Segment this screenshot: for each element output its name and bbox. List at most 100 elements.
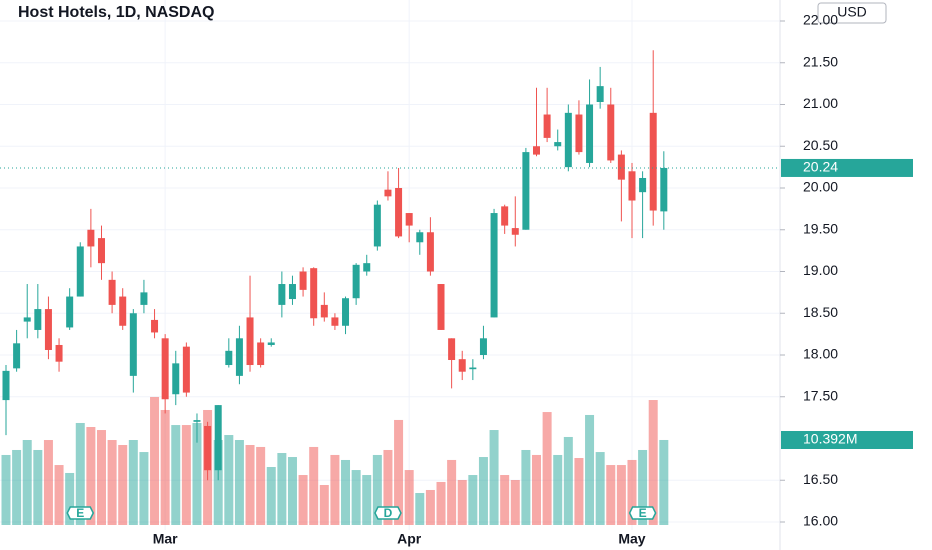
y-tick-label: 22.00: [803, 12, 838, 28]
last-volume-label: 10.392M: [803, 431, 857, 447]
candle-body: [426, 232, 434, 272]
candle-body: [373, 204, 381, 247]
volume-bar: [234, 440, 244, 525]
candle-body: [405, 213, 413, 226]
y-tick-label: 16.00: [803, 513, 838, 529]
last-price-label: 20.24: [803, 159, 838, 175]
event-marker[interactable]: E: [66, 506, 95, 520]
candle-body: [87, 229, 95, 247]
volume-bar: [330, 454, 340, 525]
candle-body: [511, 228, 519, 235]
grid: [0, 0, 780, 530]
volume-bar: [107, 440, 117, 525]
y-tick-label: 20.50: [803, 137, 838, 153]
x-tick-label: Mar: [153, 531, 178, 547]
volume-bar: [1, 454, 11, 525]
candle-body: [490, 213, 498, 318]
y-tick-label: 17.50: [803, 387, 838, 403]
volume-bar: [383, 449, 393, 525]
candle-body: [161, 338, 169, 400]
candle-body: [182, 346, 190, 393]
volume-bar: [436, 481, 446, 525]
candle-body: [320, 304, 328, 318]
candle-body: [352, 264, 360, 299]
candle-body: [395, 188, 403, 237]
y-tick-label: 18.50: [803, 304, 838, 320]
volume-bar: [574, 458, 584, 525]
volume-bar: [372, 454, 382, 525]
candle-body: [469, 367, 477, 370]
event-label: D: [384, 506, 393, 520]
volume-bar: [12, 449, 22, 525]
volume-bar: [224, 435, 234, 525]
event-badge: [628, 506, 657, 520]
candle-body: [660, 167, 668, 212]
volume-bar: [181, 425, 191, 525]
candle-body: [2, 370, 10, 401]
candle-body: [140, 292, 148, 305]
candle-body: [172, 363, 180, 395]
candle-body: [607, 104, 615, 161]
event-marker[interactable]: E: [628, 506, 657, 520]
candle-body: [97, 238, 105, 264]
volume-bar: [648, 400, 658, 525]
candle-body: [235, 338, 243, 376]
candle-body: [267, 342, 275, 345]
volume-bar: [616, 465, 626, 525]
candle-body: [479, 338, 487, 355]
volume-bar: [65, 472, 75, 525]
candle-body: [522, 152, 530, 230]
volume-bar: [394, 419, 404, 525]
volume-bar: [171, 425, 181, 525]
y-tick-label: 21.50: [803, 53, 838, 69]
volume-bar: [478, 457, 488, 525]
volume-bar: [160, 409, 170, 525]
candle-body: [214, 405, 222, 471]
event-badge: [66, 506, 95, 520]
volume-bar: [627, 459, 637, 525]
candle-body: [288, 284, 296, 300]
candle-body: [586, 104, 594, 163]
candle-body: [458, 359, 466, 372]
volume-bar: [362, 475, 372, 525]
volume-bar: [606, 465, 616, 525]
volume-bar: [256, 446, 266, 525]
event-marker[interactable]: D: [374, 506, 402, 520]
volume-bar: [425, 489, 435, 525]
x-tick-label: Apr: [397, 531, 422, 547]
candle-body: [310, 268, 318, 319]
candle-body: [331, 317, 339, 326]
y-tick-label: 18.00: [803, 346, 838, 362]
candle-body: [639, 177, 647, 193]
volume-bar: [638, 449, 648, 525]
candle-body: [437, 284, 445, 330]
candle-body: [129, 313, 137, 376]
candle-body: [151, 319, 159, 333]
candle-body: [278, 284, 286, 305]
candle-body: [108, 279, 116, 305]
candle-body: [44, 309, 52, 350]
volume-bar: [447, 459, 457, 525]
volume-bar: [33, 449, 43, 525]
candle-body: [533, 146, 540, 155]
currency: USD: [837, 4, 867, 20]
currency-badge[interactable]: [817, 2, 887, 24]
volume-bar: [595, 452, 605, 525]
candle-body: [363, 263, 371, 272]
candle-body: [13, 343, 21, 369]
volume-bar: [659, 439, 669, 525]
y-tick-label: 20.00: [803, 179, 838, 195]
volume-bar: [404, 470, 414, 525]
volume-bar: [150, 396, 160, 525]
volume-bar: [287, 457, 297, 525]
candle-body: [596, 86, 604, 102]
y-tick-label: 16.50: [803, 471, 838, 487]
volume-bar: [553, 454, 563, 525]
candle-body: [66, 296, 74, 328]
candle-body: [119, 296, 127, 326]
volume-bar: [22, 440, 32, 525]
volume-bar: [118, 444, 128, 525]
x-tick-label: May: [618, 531, 645, 547]
candle-body: [649, 112, 657, 211]
